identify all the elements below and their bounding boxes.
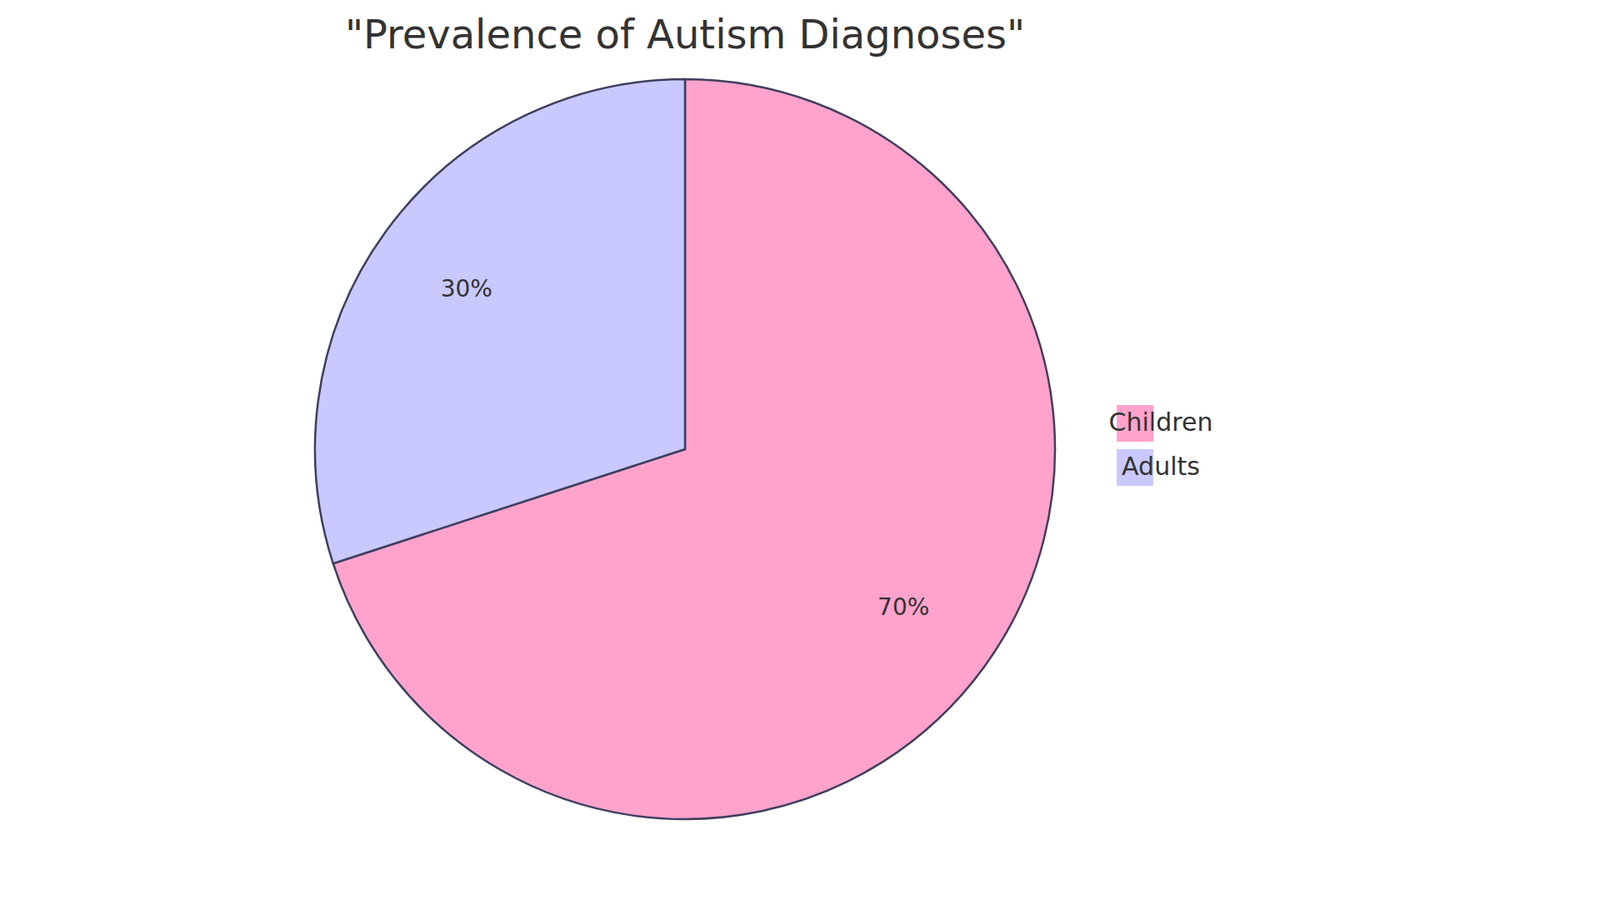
svg-text:70%: 70% <box>877 593 930 621</box>
svg-text:"Prevalence of Autism Diagnose: "Prevalence of Autism Diagnoses" <box>345 10 1025 58</box>
svg-text:30%: 30% <box>440 275 493 303</box>
svg-text:Adults: Adults <box>1121 451 1200 481</box>
svg-text:Children: Children <box>1109 407 1214 437</box>
